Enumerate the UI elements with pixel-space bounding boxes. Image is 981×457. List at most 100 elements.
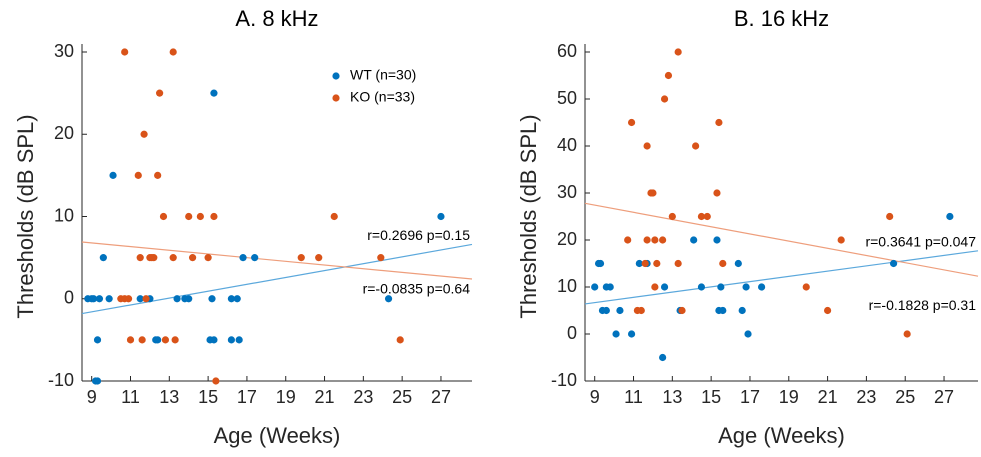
data-point [616,306,624,315]
data-point [235,336,243,344]
data-point [239,254,247,262]
data-point [713,236,721,244]
data-point [651,283,659,291]
data-point [105,295,113,303]
fit-line [584,202,979,277]
data-point [717,283,725,291]
y-axis-label: Thresholds (dB SPL) [516,114,541,318]
data-point [154,336,162,344]
data-point [627,330,636,338]
y-tick-label: -10 [551,370,577,390]
data-point [384,295,393,303]
data-point [643,142,651,150]
data-point [212,377,220,385]
y-tick-label: -10 [48,370,74,390]
data-point [668,212,676,221]
x-tick-label: 17 [740,387,760,407]
data-point [612,330,620,338]
data-point [196,212,204,221]
data-point [377,254,385,262]
data-point [315,254,323,262]
y-tick-label: 50 [557,88,577,108]
data-point [823,306,832,315]
data-point [330,212,338,221]
data-point [719,306,727,315]
y-tick-label: 10 [54,205,74,225]
fit-label: r=0.2696 p=0.15 [367,227,470,243]
data-point [150,254,158,262]
data-point [171,336,179,344]
fit-label: r=-0.0835 p=0.64 [363,281,471,297]
data-point [142,295,150,303]
data-point [297,254,305,262]
data-point [396,336,404,344]
x-tick-label: 27 [431,387,451,407]
data-point [95,295,104,303]
x-tick-label: 9 [590,387,600,407]
data-point [837,236,845,244]
data-point [946,212,954,221]
data-point [690,236,698,244]
data-point [161,336,170,344]
data-point [136,295,144,303]
x-tick-label: 11 [624,387,643,407]
data-point [635,259,643,268]
data-point [664,71,673,80]
data-point [126,336,135,344]
data-point [697,212,706,221]
data-point [437,212,445,221]
y-tick-label: 0 [64,288,74,308]
data-point [738,306,746,315]
data-point [93,336,102,344]
chart-title: B. 16 kHz [734,6,829,31]
x-tick-label: 25 [895,387,915,407]
data-point [889,259,898,268]
x-tick-label: 13 [159,387,179,407]
data-point [744,330,752,338]
data-point [886,212,894,221]
data-point [802,283,810,291]
x-axis-label: Age (Weeks) [214,423,341,448]
data-point [169,254,177,262]
y-tick-label: 30 [54,41,74,61]
y-tick-label: 20 [54,123,74,143]
data-point [227,295,236,303]
data-point [208,295,216,303]
fit-line [81,241,473,280]
data-point [210,212,218,221]
x-tick-label: 9 [87,387,97,407]
legend-label: WT (n=30) [350,67,416,83]
data-point [185,212,193,221]
data-point [99,254,107,262]
x-tick-label: 17 [237,387,257,407]
data-point [692,142,700,150]
x-tick-label: 23 [353,387,373,407]
data-point [109,171,117,179]
chart-title: A. 8 kHz [235,6,318,31]
data-point [643,236,651,244]
data-point [134,171,142,179]
data-point [90,295,98,303]
data-point [713,189,721,197]
data-point [660,283,669,291]
x-tick-label: 25 [392,387,412,407]
data-point [758,283,766,291]
x-tick-label: 15 [198,387,218,407]
legend-label: KO (n=33) [350,89,415,105]
data-point [903,330,911,338]
data-point [596,259,605,268]
data-point [653,259,661,268]
data-point [591,283,599,291]
data-point [715,118,723,127]
data-point [138,336,146,344]
data-point [678,306,686,315]
data-point [121,48,129,56]
y-tick-label: 20 [557,229,577,249]
y-tick-label: 60 [557,41,577,61]
data-point [641,259,649,268]
data-point [227,336,236,344]
fit-label: r=-0.1828 p=0.31 [869,297,977,313]
x-tick-label: 13 [662,387,682,407]
data-point [93,377,102,385]
